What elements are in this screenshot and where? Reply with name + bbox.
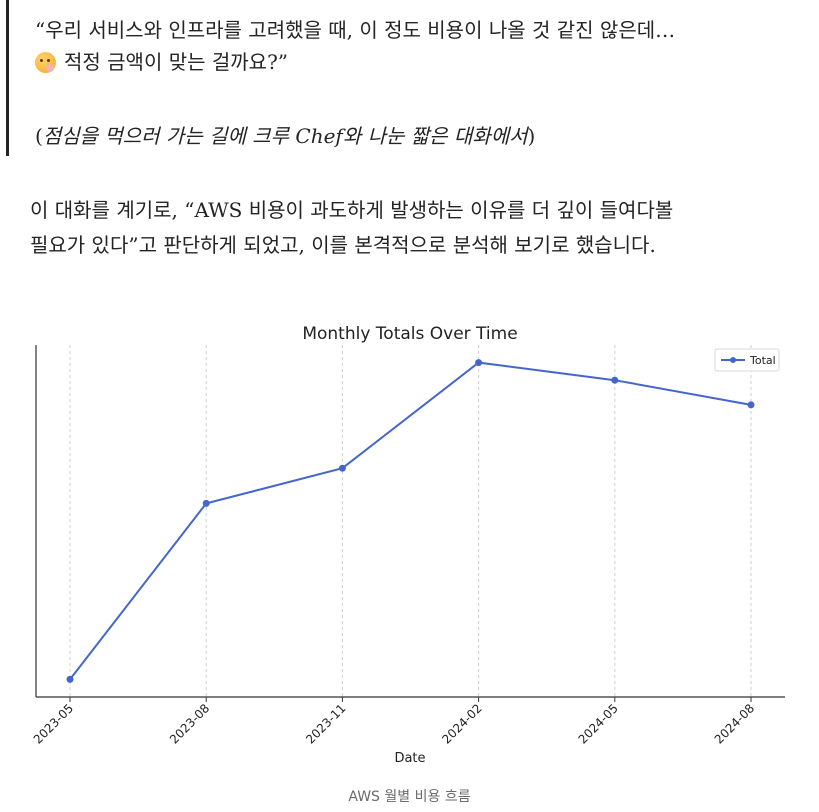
data-point [202, 499, 210, 507]
data-point [338, 464, 346, 472]
quote-line-2-text: 적정 금액이 맞는 걸까요?” [64, 50, 289, 74]
legend-marker [730, 357, 736, 363]
x-tick-label: 2024-05 [576, 701, 621, 746]
chart-title: Monthly Totals Over Time [302, 324, 517, 344]
figure-caption: AWS 월별 비용 흐름 [348, 789, 471, 805]
series-line [69, 361, 752, 681]
paragraph-line-2: 필요가 있다”고 판단하게 되었고, 이를 본격적으로 분석해 보기로 했습니다… [30, 233, 656, 257]
quote-source-note: (점심을 먹으러 가는 길에 크루 Chef와 나눈 짧은 대화에서) [35, 120, 535, 152]
data-point [66, 675, 74, 683]
data-point [475, 359, 483, 367]
data-point [747, 401, 755, 409]
blockquote: “우리 서비스와 인프라를 고려했을 때, 이 정도 비용이 나올 것 같진 않… [6, 0, 806, 156]
x-tick-label: 2023-05 [31, 701, 76, 746]
x-tick-label: 2024-08 [712, 701, 757, 746]
x-axis-label: Date [394, 751, 425, 766]
note-text: 점심을 먹으러 가는 길에 크루 Chef와 나눈 짧은 대화에서 [42, 124, 528, 148]
note-close-paren: ) [527, 124, 536, 148]
x-tick-label: 2024-02 [439, 701, 484, 746]
quote-line-2: 적정 금액이 맞는 걸까요?” [35, 46, 288, 78]
note-open-paren: ( [35, 124, 43, 148]
x-tick-label: 2023-08 [167, 701, 212, 746]
data-point [611, 376, 619, 384]
line-chart: Monthly Totals Over Time 2023-05 2023-08 2… [31, 324, 785, 766]
quote-line-1: “우리 서비스와 인프라를 고려했을 때, 이 정도 비용이 나올 것 같진 않… [35, 18, 676, 42]
paragraph-line-1: 이 대화를 계기로, “AWS 비용이 과도하게 발생하는 이유를 더 깊이 들… [30, 198, 674, 222]
legend-box [714, 348, 780, 372]
body-paragraph: 이 대화를 계기로, “AWS 비용이 과도하게 발생하는 이유를 더 깊이 들… [30, 193, 800, 263]
x-tick-label: 2023-11 [303, 701, 348, 746]
legend-label: Total [749, 354, 776, 367]
thinking-face-icon [35, 52, 56, 73]
chart-figure: Monthly Totals Over Time 2023-05 2023-08 2… [0, 315, 819, 775]
